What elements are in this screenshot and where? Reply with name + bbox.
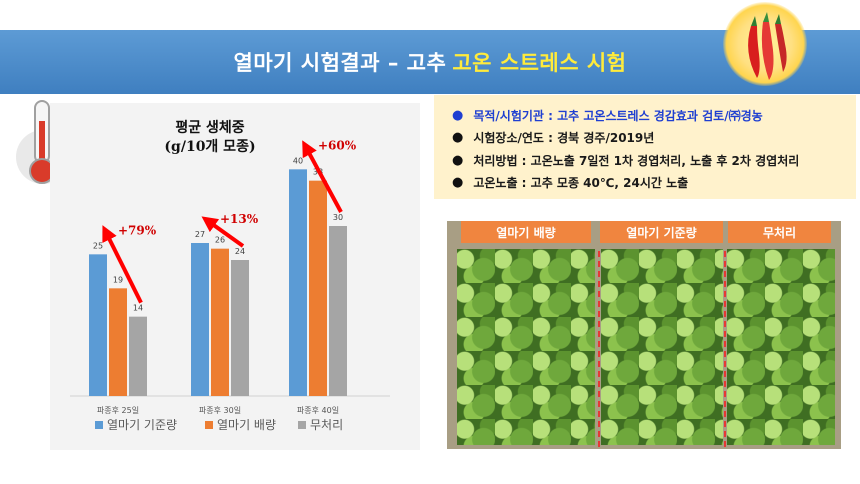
photo-label: 열마기 배량: [461, 221, 591, 243]
bar: [289, 169, 307, 396]
legend-swatch: [95, 421, 103, 429]
divider-line: [724, 251, 726, 447]
red-pepper-icon: [723, 2, 807, 86]
percent-annotation: +60%: [318, 138, 357, 152]
photo-label: 열마기 기준량: [600, 221, 723, 243]
increase-arrow: [102, 225, 143, 304]
info-item: ● 고온노출 : 고추 모종 40℃, 24시간 노출: [452, 172, 856, 195]
data-label: 40: [293, 156, 303, 165]
seedling-photo: 열마기 배량 열마기 기준량 무처리: [447, 221, 841, 449]
legend-label: 열마기 기준량: [107, 418, 177, 432]
bullet-icon: ●: [452, 152, 464, 168]
bar: [89, 254, 107, 396]
bar: [191, 243, 209, 396]
chart-title: 평균 생체중: [175, 119, 244, 136]
legend-swatch: [205, 421, 213, 429]
title-highlight: 고온 스트레스 시험: [452, 51, 627, 75]
data-label: 30: [333, 213, 343, 222]
title-bar: 열마기 시험결과 – 고추 고온 스트레스 시험: [0, 30, 860, 94]
bullet-icon: ●: [452, 130, 464, 146]
divider-line: [598, 251, 600, 447]
bar: [129, 316, 147, 396]
info-text: 고온노출 : 고추 모종 40℃, 24시간 노출: [473, 176, 689, 191]
bar: [309, 180, 327, 396]
data-label: 25: [93, 241, 103, 250]
seedling-tray: [601, 249, 723, 445]
seedling-tray: [727, 249, 835, 445]
title-main: 열마기 시험결과 – 고추: [233, 51, 447, 75]
info-item: ● 처리방법 : 고온노출 7일전 1차 경엽처리, 노출 후 2차 경엽처리: [452, 149, 856, 172]
bar: [231, 260, 249, 396]
info-item: ● 시험장소/연도 : 경북 경주/2019년: [452, 127, 856, 150]
legend-swatch: [298, 421, 306, 429]
chart-panel: 평균 생체중 (g/10개 모종) 25 19 14 파종후 25일 27 26 24 파종후 3…: [50, 103, 420, 450]
legend-label: 무처리: [310, 418, 343, 432]
category-label: 파종후 25일: [97, 406, 139, 415]
bar: [329, 226, 347, 396]
bar-chart: 평균 생체중 (g/10개 모종) 25 19 14 파종후 25일 27 26 24 파종후 3…: [70, 119, 390, 432]
data-label: 19: [113, 275, 123, 284]
chart-subtitle: (g/10개 모종): [164, 139, 255, 155]
info-item: ● 목적/시험기관 : 고추 고온스트레스 경감효과 검토/㈜경농: [452, 104, 856, 127]
percent-annotation: +79%: [118, 223, 157, 237]
data-label: 24: [235, 247, 245, 256]
bullet-icon: ●: [452, 175, 464, 191]
increase-arrow: [302, 140, 343, 213]
seedling-tray: [457, 249, 595, 445]
data-label: 26: [215, 236, 225, 245]
percent-annotation: +13%: [220, 212, 259, 226]
legend-label: 열마기 배량: [217, 418, 276, 432]
bar: [211, 248, 229, 396]
data-label: 27: [195, 230, 205, 239]
photo-label: 무처리: [728, 221, 831, 243]
info-text: 시험장소/연도 : 경북 경주/2019년: [473, 131, 655, 146]
increase-arrow: [201, 216, 245, 248]
info-text: 처리방법 : 고온노출 7일전 1차 경엽처리, 노출 후 2차 경엽처리: [473, 153, 800, 168]
info-box: ● 목적/시험기관 : 고추 고온스트레스 경감효과 검토/㈜경농 ● 시험장소…: [434, 95, 856, 199]
bullet-icon: ●: [452, 107, 464, 123]
category-label: 파종후 30일: [199, 406, 241, 415]
bar: [109, 288, 127, 396]
data-label: 14: [133, 304, 143, 313]
category-label: 파종후 40일: [297, 406, 339, 415]
info-text: 목적/시험기관 : 고추 고온스트레스 경감효과 검토/㈜경농: [473, 108, 763, 123]
